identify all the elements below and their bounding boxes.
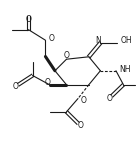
Text: O: O xyxy=(81,96,87,105)
Text: O: O xyxy=(26,15,31,24)
Text: O: O xyxy=(45,77,51,87)
Text: O: O xyxy=(78,121,83,130)
Text: O: O xyxy=(13,82,18,91)
Text: OH: OH xyxy=(121,36,132,45)
Text: N: N xyxy=(95,36,101,45)
Text: O: O xyxy=(64,51,69,60)
Text: O: O xyxy=(107,94,113,103)
Text: O: O xyxy=(48,34,54,43)
Text: NH: NH xyxy=(119,65,131,74)
